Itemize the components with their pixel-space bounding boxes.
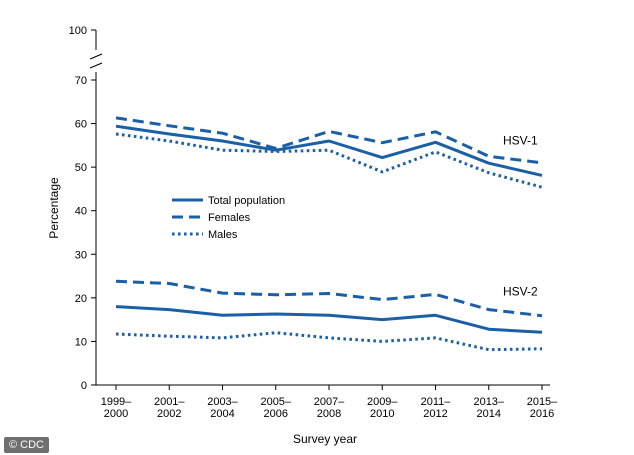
legend-label-females: Females — [208, 212, 251, 224]
axes-group: 0 10 20 30 40 50 60 70 100 1999– 2000 2001– 2002 2003… — [47, 25, 558, 446]
x-tick-label-line: 2015– — [527, 396, 558, 408]
x-tick-label-line: 2004 — [210, 408, 234, 420]
legend: Total population Females Males — [172, 195, 285, 241]
x-tick-label-1: 2001– 2002 — [154, 396, 185, 420]
x-tick-label-line: 2007– — [314, 396, 345, 408]
x-tick-label-line: 2009– — [367, 396, 398, 408]
y-tick-label-60: 60 — [75, 119, 87, 131]
series-line-hsv-1-females — [115, 116, 543, 165]
x-tick-label-line: 2000 — [104, 408, 128, 420]
y-tick-label-10: 10 — [75, 336, 87, 348]
x-tick-label-line: 2010 — [370, 408, 394, 420]
legend-label-total-population: Total population — [208, 195, 285, 207]
series-line-hsv-1-total-population — [115, 124, 543, 177]
x-tick-label-line: 2016 — [530, 408, 554, 420]
x-tick-label-4: 2007– 2008 — [314, 396, 345, 420]
lines-group: HSV-1 HSV-2 — [115, 116, 543, 352]
x-tick-label-6: 2011– 2012 — [421, 396, 452, 420]
x-tick-label-line: 2013– — [473, 396, 504, 408]
x-tick-label-2: 2003– 2004 — [207, 396, 238, 420]
x-tick-label-7: 2013– 2014 — [473, 396, 504, 420]
series-line-hsv-2-females — [115, 279, 543, 318]
y-tick-label-30: 30 — [75, 249, 87, 261]
x-tick-label-line: 2011– — [421, 396, 452, 408]
x-tick-label-0: 1999– 2000 — [101, 396, 132, 420]
x-tick-label-line: 2006 — [264, 408, 288, 420]
legend-label-males: Males — [208, 229, 238, 241]
x-tick-label-line: 2003– — [207, 396, 238, 408]
y-tick-label-50: 50 — [75, 162, 87, 174]
x-tick-label-line: 2008 — [317, 408, 341, 420]
x-tick-label-5: 2009– 2010 — [367, 396, 398, 420]
series-line-hsv-2-males — [115, 331, 543, 352]
y-axis-title: Percentage — [47, 177, 61, 239]
series-line-hsv-1-males — [115, 132, 543, 189]
series-line-hsv-2-total-population — [115, 305, 543, 334]
y-tick-label-100: 100 — [69, 25, 87, 37]
y-tick-label-40: 40 — [75, 206, 87, 218]
x-tick-label-line: 2014 — [477, 408, 501, 420]
group-label-hsv-2: HSV-2 — [503, 285, 538, 299]
axis-break-mark-lower — [89, 62, 103, 69]
x-tick-label-line: 2012 — [423, 408, 447, 420]
x-tick-label-line: 2005– — [260, 396, 291, 408]
x-tick-label-line: 1999– — [101, 396, 132, 408]
x-tick-label-line: 2001– — [154, 396, 185, 408]
y-tick-label-70: 70 — [75, 75, 87, 87]
y-tick-label-20: 20 — [75, 293, 87, 305]
x-tick-label-8: 2015– 2016 — [527, 396, 558, 420]
axis-break-mark-upper — [89, 53, 103, 60]
x-tick-label-line: 2002 — [157, 408, 181, 420]
y-tick-label-0: 0 — [81, 380, 87, 392]
credit-badge: © CDC — [4, 437, 49, 453]
group-label-hsv-1: HSV-1 — [503, 133, 538, 147]
x-axis-title: Survey year — [293, 432, 357, 446]
x-tick-label-3: 2005– 2006 — [260, 396, 291, 420]
